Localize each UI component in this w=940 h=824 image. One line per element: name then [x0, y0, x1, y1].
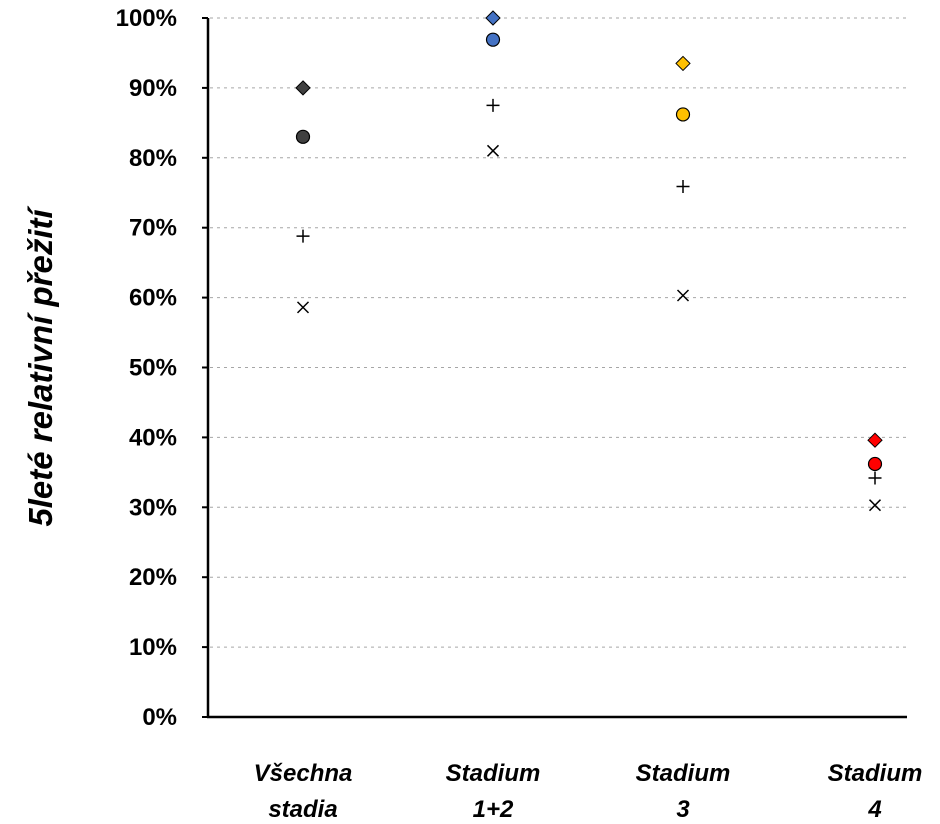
- data-point-plus: [676, 179, 690, 193]
- data-point-x: [296, 301, 310, 314]
- y-tick-labels: 0% 10% 20% 30% 40% 50% 60% 70% 80% 90% 100%: [116, 5, 208, 731]
- data-point-circle: [485, 32, 501, 47]
- x-tick-label-line2: stadia: [268, 796, 337, 823]
- y-tick-label: 20%: [129, 564, 177, 591]
- data-point-diamond: [675, 55, 691, 72]
- data-point-diamond: [867, 432, 883, 448]
- y-tick-label: 30%: [129, 494, 177, 521]
- y-tick-label: 70%: [129, 215, 177, 242]
- data-point-plus: [296, 229, 310, 243]
- data-point-circle: [295, 129, 311, 144]
- x-tick-label-line1: Stadium: [828, 760, 923, 787]
- data-point-diamond: [485, 10, 501, 26]
- x-tick-label-line2: 3: [676, 796, 690, 823]
- x-tick-label-line1: Stadium: [446, 760, 541, 787]
- y-axis-label: 5leté relativní přežití: [22, 206, 59, 527]
- y-tick-label: 60%: [129, 285, 177, 312]
- y-tick-label: 100%: [116, 5, 177, 32]
- x-tick-labels: Všechna stadia Stadium 1+2 Stadium 3 Stadium 4: [254, 760, 923, 823]
- y-tick-label: 40%: [129, 424, 177, 451]
- data-point-plus: [868, 471, 882, 485]
- y-tick-label: 50%: [129, 355, 177, 382]
- y-tick-label: 80%: [129, 145, 177, 172]
- data-point-diamond: [295, 80, 311, 96]
- y-tick-label: 0%: [142, 704, 177, 731]
- data-point-x: [676, 289, 690, 302]
- axes: [206, 18, 907, 719]
- data-point-circle: [675, 107, 691, 122]
- data-point-x: [868, 499, 882, 512]
- x-tick-label-line1: Všechna: [254, 760, 353, 787]
- gridlines: [210, 17, 907, 648]
- data-point-circle: [867, 456, 883, 472]
- data-points: [295, 10, 883, 512]
- y-tick-label: 10%: [129, 634, 177, 661]
- data-point-x: [486, 144, 500, 157]
- data-point-plus: [486, 98, 500, 112]
- x-tick-label-line2: 4: [867, 796, 881, 823]
- x-tick-label-line1: Stadium: [636, 760, 731, 787]
- x-tick-label-line2: 1+2: [473, 796, 514, 823]
- y-tick-label: 90%: [129, 75, 177, 102]
